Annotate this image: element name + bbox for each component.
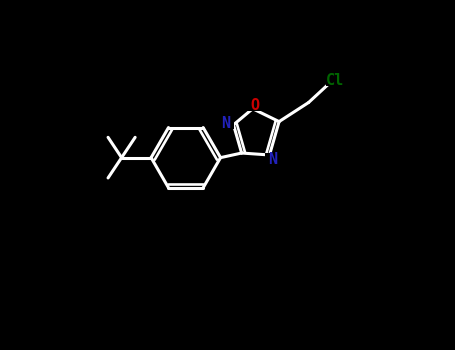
FancyBboxPatch shape — [218, 117, 234, 129]
Text: N: N — [268, 152, 278, 167]
Text: O: O — [251, 98, 260, 113]
Text: N: N — [221, 116, 230, 131]
Text: Cl: Cl — [326, 73, 344, 88]
FancyBboxPatch shape — [326, 74, 345, 86]
FancyBboxPatch shape — [265, 153, 281, 165]
FancyBboxPatch shape — [247, 99, 263, 111]
